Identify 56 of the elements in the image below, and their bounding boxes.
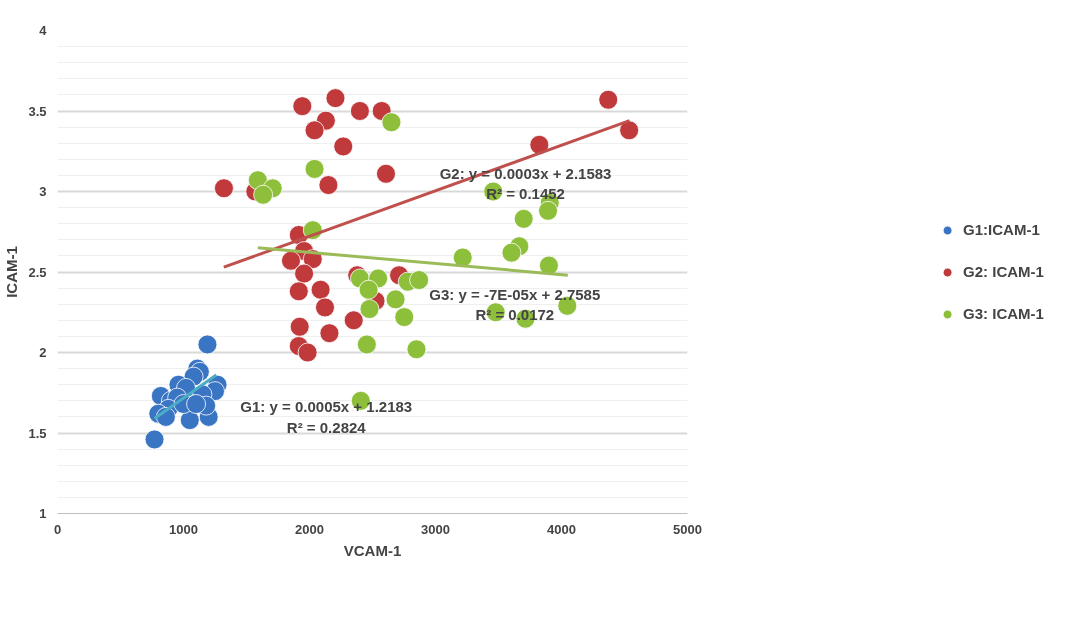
point [325, 88, 346, 108]
point [144, 429, 165, 450]
point [214, 178, 234, 199]
x-tick-label: 4000 [547, 521, 576, 537]
point [281, 250, 301, 271]
point [294, 263, 314, 284]
point [318, 175, 339, 195]
legend-label: G1:ICAM-1 [963, 221, 1040, 238]
point [288, 281, 309, 302]
point [501, 242, 522, 263]
y-tick-label: 1.5 [28, 425, 47, 441]
point [315, 297, 335, 318]
x-tick-label: 2000 [295, 521, 324, 537]
point [304, 159, 325, 179]
point [406, 339, 427, 360]
point [358, 279, 379, 300]
point [343, 310, 364, 331]
legend-label: G3: ICAM-1 [963, 305, 1044, 322]
point [304, 120, 325, 141]
x-axis-title: VCAM-1 [343, 541, 402, 559]
point [197, 334, 218, 355]
x-tick-label: 1000 [169, 521, 198, 537]
point [359, 299, 380, 319]
point [253, 184, 274, 205]
x-tick-label: 3000 [421, 521, 450, 537]
point [529, 134, 550, 155]
point [333, 136, 354, 157]
point [179, 410, 200, 430]
y-tick-label: 2 [39, 345, 47, 360]
point [513, 208, 534, 229]
point [452, 247, 473, 268]
y-tick-label: 4 [39, 23, 48, 38]
point [310, 279, 331, 300]
point [289, 316, 310, 337]
point [409, 270, 430, 290]
point [619, 120, 640, 141]
y-tick-label: 3.5 [28, 103, 47, 119]
point [186, 394, 206, 414]
y-tick-label: 3 [39, 184, 47, 199]
x-tick-label: 0 [53, 521, 62, 537]
point [297, 342, 318, 363]
point [356, 334, 377, 355]
x-tick-label: 5000 [673, 521, 702, 537]
point [385, 289, 406, 310]
point [598, 89, 619, 110]
y-axis-title: ICAM-1 [3, 246, 21, 298]
point [292, 96, 313, 117]
legend-label: G2: ICAM-1 [963, 263, 1044, 280]
point [381, 112, 402, 133]
y-tick-label: 2.5 [28, 264, 47, 280]
point [394, 307, 415, 327]
point [376, 163, 396, 184]
point [538, 200, 558, 221]
point [350, 101, 370, 121]
point [319, 323, 340, 344]
y-tick-label: 1 [39, 506, 47, 521]
